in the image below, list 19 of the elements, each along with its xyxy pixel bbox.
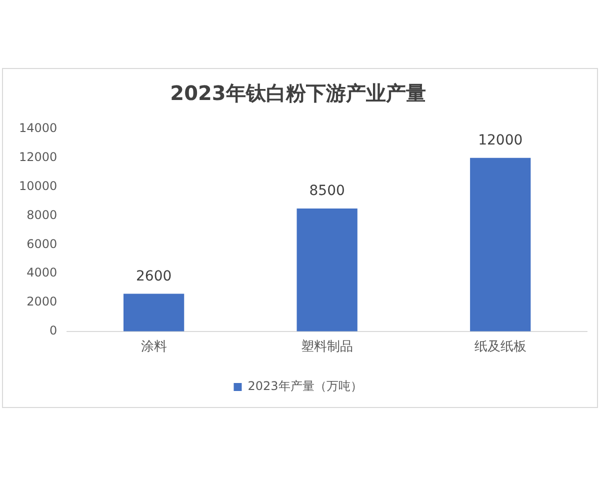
y-tick-label: 2000 [26,294,58,309]
y-tick-label: 10000 [18,178,58,193]
data-label: 12000 [478,132,523,149]
bar [296,208,358,332]
chart-title: 2023年钛白粉下游产业产量 [170,81,426,106]
y-tick-label: 6000 [26,236,58,251]
y-tick-label: 8000 [26,208,58,222]
y-tick-label: 4000 [26,266,58,280]
bar [470,158,531,332]
y-tick-label: 12000 [18,150,58,164]
data-label: 2600 [136,268,172,284]
legend-label: 2023年产量（万吨） [248,379,362,394]
x-tick-label: 纸及纸板 [474,340,526,355]
bar [123,294,184,332]
y-tick-label: 14000 [18,121,58,136]
y-tick-label: 0 [50,324,58,338]
x-tick-label: 塑料制品 [301,338,354,355]
data-label: 8500 [309,183,345,200]
x-tick-label: 涂料 [140,340,167,355]
